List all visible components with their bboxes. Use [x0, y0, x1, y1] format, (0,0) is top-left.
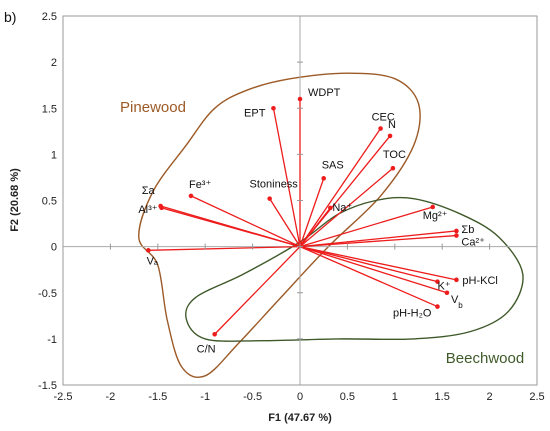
- vector-point-stoniness: [267, 196, 272, 201]
- vector-label-b: Σb: [461, 224, 474, 236]
- x-tick-label: -1: [200, 391, 210, 403]
- vector-point-sas: [321, 176, 327, 181]
- vector-label-toc: TOC: [383, 149, 406, 161]
- vector-label-n: N: [388, 119, 396, 131]
- vector-label-k: K⁺: [437, 281, 450, 293]
- vector-v: [148, 245, 301, 251]
- y-tick-label: 0.5: [42, 196, 57, 208]
- vector-label-v: Vₐ: [147, 255, 159, 267]
- pinewood-label: Pinewood: [120, 99, 186, 116]
- x-tick-label: 1: [392, 391, 398, 403]
- vector-cec: [299, 128, 382, 247]
- panel-label: b): [4, 9, 16, 25]
- x-axis-title: F1 (47.67 %): [268, 412, 332, 424]
- pinewood-outline: [138, 72, 421, 378]
- x-tick-label: -2.5: [54, 391, 73, 403]
- vector-stoniness: [269, 198, 301, 247]
- vector-al: [161, 207, 301, 248]
- vector-ph-kcl: [299, 245, 457, 281]
- y-axis-title: F2 (20.68 %): [9, 168, 21, 232]
- vector-point-ph-kcl: [454, 277, 459, 283]
- vector-point-v-b: [444, 290, 450, 296]
- vector-label-ph-kcl: pH-KCl: [462, 275, 497, 287]
- vector-point-al: [159, 205, 164, 211]
- vector-ph-h-o: [299, 246, 438, 308]
- x-tick-label: -1.5: [148, 391, 167, 403]
- vector-label-ph-h-o: pH-H₂O: [393, 308, 432, 320]
- vector-c-n: [214, 246, 301, 335]
- vector-label-mg: Mg²⁺: [423, 210, 448, 222]
- vector-point-na: [328, 205, 333, 211]
- vector-point-ept: [271, 105, 276, 111]
- vector-ca: [299, 234, 457, 248]
- group-outlines: Pinewood Beechwood: [120, 72, 524, 378]
- vector-point-k: [435, 279, 440, 284]
- vector-ept: [272, 108, 301, 247]
- vector-b: [299, 230, 457, 248]
- vector-point-toc: [390, 165, 396, 171]
- vector-label-ept: EPT: [244, 107, 266, 119]
- vector-label-ca: Ca²⁺: [461, 237, 485, 249]
- x-tick-label: 2.5: [529, 391, 544, 403]
- vector-point-fe: [188, 193, 194, 199]
- vector-point-v: [146, 248, 151, 253]
- vector-point-c-n: [212, 331, 217, 337]
- vector-label-cec: CEC: [372, 112, 395, 124]
- vector-na: [299, 207, 331, 248]
- y-tick-label: 2.5: [42, 11, 57, 23]
- vector-point-n: [387, 133, 393, 139]
- x-tick-label: 2: [487, 391, 493, 403]
- vector-label-c-n: C/N: [197, 343, 216, 355]
- x-tick-label: -0.5: [243, 391, 262, 403]
- vector-label-wdpt: WDPT: [308, 87, 341, 99]
- beechwood-label: Beechwood: [446, 350, 524, 367]
- vector-mg: [299, 206, 433, 248]
- y-tick-label: 1: [51, 149, 57, 161]
- vector-point-ph-h-o: [435, 304, 440, 309]
- vector-label-a: Σa: [142, 185, 156, 197]
- tick-labels: -2.5 -2 -1.5 -1 -0.5 0 0.5 1 1.5 2 2.5 -1.5 -1 -0.5 0 0…: [38, 11, 545, 403]
- y-tick-label: 1.5: [42, 103, 57, 115]
- y-tick-label: -1.5: [38, 380, 57, 392]
- vector-label-stoniness: Stoniness: [250, 179, 299, 191]
- vector-v-b: [299, 246, 448, 294]
- vector-point-mg: [430, 204, 436, 210]
- x-tick-label: 1.5: [435, 391, 450, 403]
- vector-label-v-b: Vb: [451, 294, 463, 310]
- vector-point-ca: [454, 233, 459, 238]
- x-tick-label: 0: [297, 391, 303, 403]
- vector-point-wdpt: [297, 96, 303, 102]
- vector-k: [299, 245, 438, 283]
- beechwood-outline: [185, 196, 524, 342]
- y-tick-label: -0.5: [38, 288, 57, 300]
- vector-label-na: Na⁺: [332, 202, 352, 214]
- vector-label-sas: SAS: [322, 159, 344, 171]
- y-tick-label: 0: [51, 242, 57, 254]
- vector-toc: [299, 167, 394, 248]
- vector-point-cec: [378, 126, 383, 131]
- x-tick-label: -2: [106, 391, 116, 403]
- vector-fe: [190, 195, 301, 248]
- y-tick-label: -1: [47, 334, 57, 346]
- y-tick-label: 2: [51, 57, 57, 69]
- vector-point-b: [454, 228, 459, 234]
- vector-label-fe: Fe³⁺: [189, 179, 212, 191]
- vector-label-al: Al³⁺: [138, 204, 157, 216]
- x-tick-label: 0.5: [340, 391, 355, 403]
- vector-sas: [299, 178, 325, 247]
